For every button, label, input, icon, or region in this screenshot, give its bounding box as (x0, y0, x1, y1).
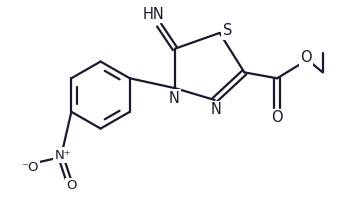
Text: N⁺: N⁺ (54, 149, 71, 162)
Text: S: S (223, 23, 232, 38)
Text: HN: HN (142, 7, 164, 22)
Text: N: N (169, 90, 180, 106)
Text: O: O (300, 50, 312, 65)
Text: N: N (210, 102, 221, 117)
Text: O: O (67, 179, 77, 192)
Text: ⁻O: ⁻O (21, 161, 39, 174)
Text: O: O (271, 110, 283, 125)
